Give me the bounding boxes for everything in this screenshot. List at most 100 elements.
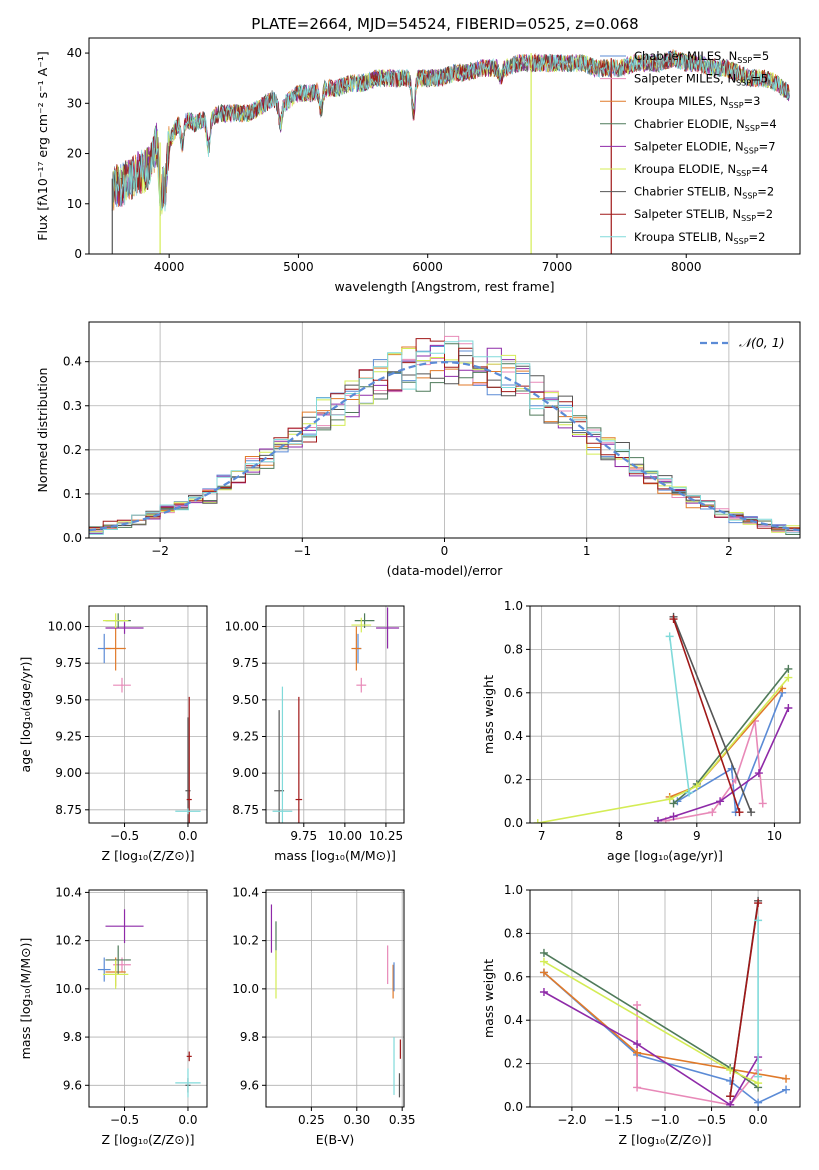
x-axis-label: Z [log₁₀(Z/Z⊙)] — [102, 1132, 195, 1147]
plot-area-mass_vs_Z — [97, 909, 201, 1098]
y-tick-label: 10.0 — [55, 982, 82, 996]
line-series-kroupa_elodie — [539, 957, 763, 1088]
y-tick-label: 0.0 — [504, 1100, 523, 1114]
spectrum-series-kroupa_stelib — [111, 50, 790, 212]
data-point — [716, 797, 725, 806]
x-tick-label: 1 — [583, 544, 591, 558]
data-point — [633, 1048, 642, 1057]
data-point — [726, 1100, 735, 1107]
errorbar-kroupa_miles — [351, 626, 362, 671]
y-tick-label: 1.0 — [504, 599, 523, 613]
legend-label-salp_stelib: Salpeter STELIB, NSSP=2 — [634, 207, 773, 223]
x-tick-label: −2 — [151, 544, 169, 558]
data-point — [754, 1098, 763, 1107]
y-tick-label: 8.75 — [232, 803, 259, 817]
legend-label-chab_elodie: Chabrier ELODIE, NSSP=4 — [634, 117, 777, 133]
line-series-salp_miles — [661, 717, 767, 823]
legend-label-chab_miles: Chabrier MILES, NSSP=5 — [634, 49, 769, 65]
data-point — [758, 799, 767, 808]
data-point — [784, 673, 793, 682]
data-point — [539, 987, 548, 996]
x-axis-label: E(B-V) — [316, 1132, 355, 1147]
data-point — [782, 1085, 791, 1094]
data-point — [665, 632, 674, 641]
y-tick-label: 10.2 — [55, 934, 82, 948]
errorbar-salp_stelib — [186, 1051, 192, 1062]
errorbar-kroupa_elodie — [102, 959, 129, 989]
y-axis-label: mass weight — [481, 675, 496, 754]
x-tick-label: 9.75 — [290, 829, 317, 843]
x-tick-label: −0.5 — [697, 1113, 726, 1127]
y-tick-label: 0.0 — [63, 531, 82, 545]
data-point — [665, 795, 674, 804]
data-point — [726, 1092, 735, 1101]
errorbar-kroupa_stelib — [272, 686, 293, 823]
x-tick-label: −0.5 — [110, 829, 139, 843]
data-point — [726, 1066, 735, 1075]
x-axis-label: Z [log₁₀(Z/Z⊙)] — [619, 1132, 712, 1147]
y-tick-label: 9.75 — [232, 656, 259, 670]
y-tick-label: 10.0 — [232, 982, 259, 996]
y-tick-label: 10 — [67, 197, 82, 211]
axes-mass_vs_Z — [89, 890, 207, 1107]
y-tick-label: 0.2 — [63, 443, 82, 457]
frame-massweight_vs_Z: −2.0 −1.5 −1.0 −0.5 0.0 0.0 0.2 0.4 0.6 0.8 1.0 Z [… — [481, 883, 801, 1147]
data-point — [539, 957, 548, 966]
legend-label-salp_miles: Salpeter MILES, NSSP=5 — [634, 72, 768, 88]
y-tick-label: 40 — [67, 46, 82, 60]
frame-mass_vs_ebv: 0.25 0.30 0.35 9.6 9.8 10.0 10.2 10.4 E(B-V) — [232, 885, 415, 1147]
y-tick-label: 0 — [74, 247, 82, 261]
y-tick-label: 10.4 — [232, 885, 259, 899]
x-axis-label: mass [log₁₀(M/M⊙)] — [274, 848, 396, 863]
legend-label-kroupa_stelib: Kroupa STELIB, NSSP=2 — [634, 230, 765, 246]
y-tick-label: 30 — [67, 96, 82, 110]
errorbar-kroupa_elodie — [351, 617, 372, 633]
data-point — [735, 808, 744, 817]
x-tick-label: 0.0 — [178, 829, 197, 843]
y-tick-label: 0.6 — [504, 686, 523, 700]
y-tick-label: 0.2 — [504, 1057, 523, 1071]
y-tick-label: 9.6 — [63, 1078, 82, 1092]
errorbar-salp_elodie — [105, 622, 144, 634]
data-point — [539, 968, 548, 977]
data-point — [633, 1001, 642, 1010]
x-tick-label: 0.0 — [749, 1113, 768, 1127]
errorbar-salp_miles — [113, 677, 131, 693]
y-tick-label: 9.8 — [240, 1030, 259, 1044]
x-tick-label: 10.25 — [369, 829, 403, 843]
legend-label-chab_stelib: Chabrier STELIB, NSSP=2 — [634, 185, 774, 201]
errorbar-kroupa_elodie — [102, 613, 129, 628]
frame-age_vs_mass: 9.75 10.00 10.25 8.75 9.00 9.25 9.50 9.75 10.00 m… — [225, 605, 405, 863]
y-axis-label: Normed distribution — [35, 368, 50, 493]
data-point — [754, 769, 763, 778]
data-point — [754, 1072, 763, 1081]
y-tick-label: 1.0 — [504, 883, 523, 897]
x-tick-label: 4000 — [154, 260, 185, 274]
y-tick-label: 0.8 — [504, 642, 523, 656]
plot-area-massweight_vs_Z — [539, 896, 791, 1107]
errorbar-salp_stelib — [295, 696, 303, 823]
frame-massweight_vs_age: 7 8 9 10 0.0 0.2 0.4 0.6 0.8 1.0 age [log₁₀(age/yr… — [481, 599, 801, 863]
errorbar-kroupa_miles — [105, 626, 126, 671]
data-point — [539, 948, 548, 957]
y-tick-label: 9.75 — [55, 656, 82, 670]
x-tick-label: −1.5 — [604, 1113, 633, 1127]
x-tick-label: −1.0 — [650, 1113, 679, 1127]
axes-massweight_vs_age — [530, 605, 800, 824]
plot-area-age_vs_Z — [97, 613, 201, 823]
plot-area-age_vs_mass — [272, 607, 400, 823]
axes-mass_vs_ebv — [266, 890, 404, 1107]
legend-label-kroupa_miles: Kroupa MILES, NSSP=3 — [634, 94, 760, 110]
y-tick-label: 9.6 — [240, 1078, 259, 1092]
errorbar-chab_miles — [97, 957, 111, 982]
figure-title: PLATE=2664, MJD=54524, FIBERID=0525, z=0… — [251, 15, 638, 33]
y-tick-label: 9.25 — [232, 729, 259, 743]
data-point — [708, 808, 717, 817]
line-series-salp_stelib — [726, 899, 763, 1101]
data-point — [669, 799, 678, 808]
data-point — [784, 703, 793, 712]
residuals-legend: 𝒩(0, 1) — [700, 335, 785, 350]
y-tick-label: 0.4 — [504, 729, 523, 743]
plot-area-spectrum — [111, 49, 790, 254]
x-tick-label: 0.35 — [389, 1113, 416, 1127]
